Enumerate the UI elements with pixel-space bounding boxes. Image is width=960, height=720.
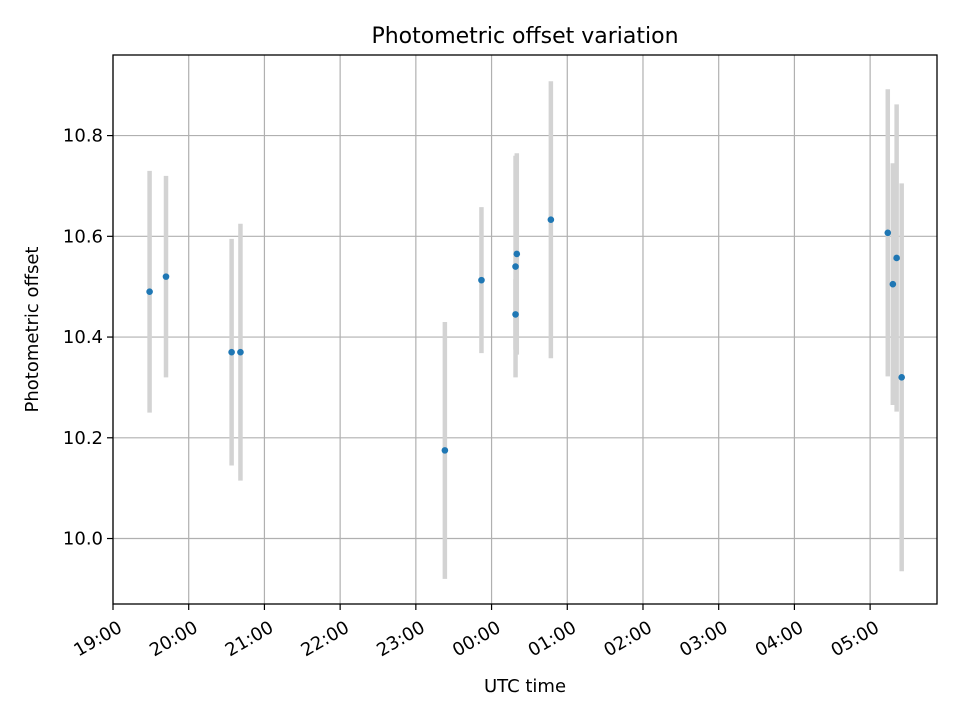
data-point bbox=[547, 216, 555, 223]
data-point bbox=[512, 311, 519, 318]
data-point bbox=[478, 276, 485, 284]
x-tick-label: 04:00 bbox=[752, 617, 807, 661]
x-tick-label: 05:00 bbox=[827, 617, 882, 661]
y-tick-label: 10.4 bbox=[63, 327, 103, 348]
y-tick-label: 10.0 bbox=[63, 529, 103, 550]
chart-title: Photometric offset variation bbox=[371, 24, 678, 49]
x-tick-label: 23:00 bbox=[373, 617, 428, 661]
y-tick-label: 10.2 bbox=[63, 428, 103, 449]
data-point bbox=[893, 254, 900, 262]
data-point bbox=[228, 348, 235, 356]
error-bars bbox=[147, 81, 904, 579]
data-point bbox=[146, 288, 153, 296]
x-tick-label: 20:00 bbox=[146, 617, 201, 661]
x-tick-label: 19:00 bbox=[70, 617, 125, 661]
y-tick-label: 10.6 bbox=[63, 226, 103, 247]
data-point bbox=[237, 348, 244, 356]
data-point bbox=[512, 263, 519, 270]
y-axis-label: Photometric offset bbox=[22, 247, 43, 413]
x-tick-label: 02:00 bbox=[600, 617, 655, 661]
x-axis-label: UTC time bbox=[484, 676, 566, 697]
data-point bbox=[513, 250, 521, 258]
data-point bbox=[441, 447, 449, 454]
data-point bbox=[162, 273, 170, 280]
plot-frame bbox=[112, 54, 938, 605]
x-tick-label: 22:00 bbox=[298, 617, 353, 661]
data-point bbox=[884, 229, 892, 237]
data-point bbox=[898, 374, 905, 381]
x-axis-ticks: 19:00 20:00 21:00 22:00 23:00 00:00 01:00 02:00… bbox=[70, 604, 883, 661]
x-tick-label: 21:00 bbox=[222, 617, 277, 661]
x-tick-label: 00:00 bbox=[449, 617, 504, 661]
grid-lines bbox=[112, 55, 937, 604]
data-points bbox=[146, 216, 905, 454]
data-point bbox=[889, 280, 897, 288]
y-axis-ticks: 10.0 10.2 10.4 10.6 10.8 bbox=[63, 126, 113, 550]
y-tick-label: 10.8 bbox=[63, 126, 103, 147]
x-tick-label: 01:00 bbox=[525, 617, 580, 661]
x-tick-label: 03:00 bbox=[676, 617, 731, 661]
